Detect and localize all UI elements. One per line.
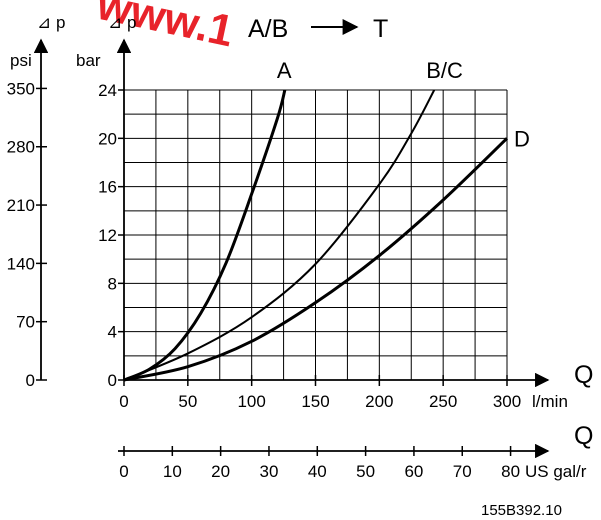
header-target: T	[373, 15, 388, 43]
lmin-ticks: 0 50 100 150 200 250 300	[119, 375, 521, 411]
gal-tick-label: 40	[308, 462, 327, 481]
bar-symbol: ⊿ p	[108, 13, 136, 32]
psi-ticks: 0 70 140 210 280 350	[7, 79, 47, 390]
q-label-gal: Q	[574, 422, 593, 450]
curve-label-a: A	[277, 58, 292, 83]
bar-tick-label: 24	[98, 81, 117, 100]
lmin-tick-label: 300	[493, 392, 521, 411]
psi-symbol: ⊿ p	[37, 13, 65, 32]
bar-tick-label: 12	[98, 226, 117, 245]
figure-code: 155B392.10	[481, 502, 562, 519]
psi-tick-label: 350	[7, 79, 35, 98]
curve-d	[123, 137, 509, 382]
q-label-lmin: Q	[574, 361, 593, 389]
lmin-tick-label: 0	[119, 392, 128, 411]
psi-tick-label: 280	[7, 138, 35, 157]
lmin-unit: l/min	[532, 392, 568, 411]
gal-tick-label: 10	[163, 462, 182, 481]
gal-tick-label: 30	[260, 462, 279, 481]
lmin-tick-label: 200	[365, 392, 393, 411]
bar-tick-label: 0	[108, 371, 117, 390]
psi-tick-label: 210	[7, 196, 35, 215]
header-title: A/B	[248, 15, 288, 43]
lmin-tick-label: 50	[178, 392, 197, 411]
gal-tick-label: 60	[404, 462, 423, 481]
curve-label-d: D	[514, 126, 530, 151]
gal-ticks: 0 10 20 30 40 50 60 70 80	[119, 446, 520, 481]
curve-b-c	[123, 89, 436, 381]
bar-tick-label: 4	[108, 323, 117, 342]
bar-tick-label: 20	[98, 129, 117, 148]
curves	[123, 89, 509, 382]
chart-grid	[124, 89, 508, 380]
lmin-tick-label: 100	[237, 392, 265, 411]
gal-tick-label: 80	[501, 462, 520, 481]
gal-tick-label: 0	[119, 462, 128, 481]
curve-a	[123, 89, 287, 382]
lmin-tick-label: 250	[429, 392, 457, 411]
curve-labels: A B/C D	[277, 58, 530, 151]
gal-unit: US gal/r	[525, 462, 587, 481]
psi-unit: psi	[10, 51, 32, 70]
lmin-tick-label: 150	[301, 392, 329, 411]
gal-tick-label: 70	[453, 462, 472, 481]
bar-tick-label: 8	[108, 274, 117, 293]
gal-tick-label: 20	[211, 462, 230, 481]
psi-tick-label: 70	[16, 313, 35, 332]
psi-tick-label: 0	[26, 371, 35, 390]
bar-ticks: 0 4 8 12 16 20 24	[98, 81, 124, 390]
bar-tick-label: 16	[98, 178, 117, 197]
gal-tick-label: 50	[356, 462, 375, 481]
curve-label-b-c: B/C	[426, 58, 463, 83]
psi-tick-label: 140	[7, 254, 35, 273]
bar-unit: bar	[76, 51, 101, 70]
